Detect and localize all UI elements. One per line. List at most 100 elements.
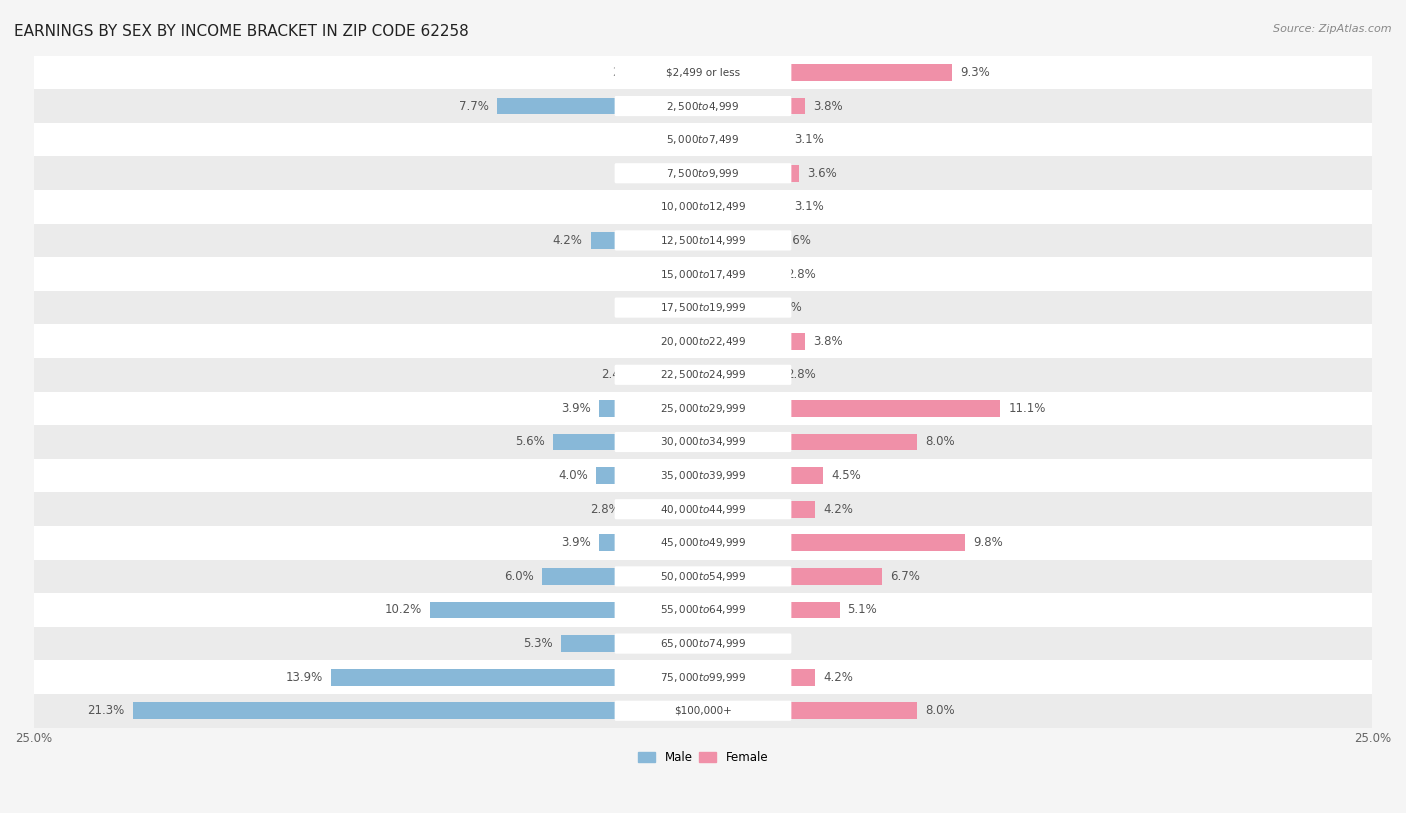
Text: 2.8%: 2.8% — [786, 368, 815, 381]
FancyBboxPatch shape — [614, 667, 792, 687]
Bar — [553, 433, 703, 450]
FancyBboxPatch shape — [614, 701, 792, 721]
Bar — [703, 266, 778, 282]
Text: 1.6%: 1.6% — [623, 335, 652, 348]
Text: $25,000 to $29,999: $25,000 to $29,999 — [659, 402, 747, 415]
Bar — [703, 602, 839, 619]
Bar — [34, 694, 1372, 728]
Bar — [34, 224, 1372, 257]
FancyBboxPatch shape — [614, 633, 792, 654]
Text: $55,000 to $64,999: $55,000 to $64,999 — [659, 603, 747, 616]
Text: 3.8%: 3.8% — [813, 335, 842, 348]
Bar — [34, 291, 1372, 324]
FancyBboxPatch shape — [614, 331, 792, 351]
Text: 4.0%: 4.0% — [558, 469, 588, 482]
FancyBboxPatch shape — [614, 533, 792, 553]
Text: $75,000 to $99,999: $75,000 to $99,999 — [659, 671, 747, 684]
Text: 2.4%: 2.4% — [600, 368, 631, 381]
Text: 2.6%: 2.6% — [780, 234, 810, 247]
Bar — [34, 324, 1372, 358]
FancyBboxPatch shape — [614, 230, 792, 250]
Bar — [703, 165, 800, 181]
Bar — [628, 501, 703, 518]
Text: 10.2%: 10.2% — [385, 603, 422, 616]
Text: $2,499 or less: $2,499 or less — [666, 67, 740, 77]
Bar — [703, 534, 966, 551]
Bar — [561, 635, 703, 652]
FancyBboxPatch shape — [614, 163, 792, 183]
Bar — [132, 702, 703, 720]
Text: 2.8%: 2.8% — [786, 267, 815, 280]
Text: 8.0%: 8.0% — [925, 704, 955, 717]
Bar — [596, 467, 703, 484]
Text: 1.3%: 1.3% — [745, 637, 776, 650]
FancyBboxPatch shape — [614, 567, 792, 586]
Bar — [543, 568, 703, 585]
Bar — [703, 501, 815, 518]
FancyBboxPatch shape — [614, 129, 792, 150]
Text: 4.5%: 4.5% — [831, 469, 862, 482]
Text: $20,000 to $22,499: $20,000 to $22,499 — [659, 335, 747, 348]
Bar — [638, 367, 703, 383]
Bar — [703, 333, 804, 350]
Text: 4.2%: 4.2% — [824, 671, 853, 684]
Text: 6.7%: 6.7% — [890, 570, 921, 583]
Bar — [703, 467, 824, 484]
Text: 3.1%: 3.1% — [794, 133, 824, 146]
Text: 1.0%: 1.0% — [638, 301, 668, 314]
Text: 1.0%: 1.0% — [638, 133, 668, 146]
Text: 0.36%: 0.36% — [648, 200, 685, 213]
Bar — [703, 299, 765, 316]
Bar — [703, 232, 773, 249]
Text: 4.2%: 4.2% — [824, 502, 853, 515]
Bar — [496, 98, 703, 115]
Text: 7.7%: 7.7% — [458, 99, 489, 112]
Text: 2.0%: 2.0% — [612, 66, 641, 79]
Text: $50,000 to $54,999: $50,000 to $54,999 — [659, 570, 747, 583]
Bar — [703, 568, 883, 585]
Text: 9.3%: 9.3% — [960, 66, 990, 79]
FancyBboxPatch shape — [614, 432, 792, 452]
Text: 11.1%: 11.1% — [1008, 402, 1046, 415]
Bar — [676, 131, 703, 148]
Text: $15,000 to $17,499: $15,000 to $17,499 — [659, 267, 747, 280]
Text: 8.0%: 8.0% — [925, 436, 955, 449]
Text: $22,500 to $24,999: $22,500 to $24,999 — [659, 368, 747, 381]
FancyBboxPatch shape — [614, 466, 792, 485]
Text: 5.3%: 5.3% — [523, 637, 553, 650]
Text: 9.8%: 9.8% — [973, 537, 1004, 550]
Text: 3.9%: 3.9% — [561, 402, 591, 415]
Bar — [703, 669, 815, 685]
Bar — [34, 89, 1372, 123]
Text: EARNINGS BY SEX BY INCOME BRACKET IN ZIP CODE 62258: EARNINGS BY SEX BY INCOME BRACKET IN ZIP… — [14, 24, 468, 39]
FancyBboxPatch shape — [614, 398, 792, 419]
Bar — [599, 400, 703, 417]
Text: 3.6%: 3.6% — [807, 167, 837, 180]
Bar — [34, 425, 1372, 459]
Bar — [34, 493, 1372, 526]
Bar — [34, 358, 1372, 392]
Bar — [703, 98, 804, 115]
FancyBboxPatch shape — [614, 365, 792, 385]
Bar — [34, 156, 1372, 190]
Bar — [703, 198, 786, 215]
Bar — [330, 669, 703, 685]
Bar — [34, 559, 1372, 593]
Text: 5.6%: 5.6% — [515, 436, 546, 449]
FancyBboxPatch shape — [614, 298, 792, 318]
Bar — [34, 123, 1372, 156]
Bar — [703, 131, 786, 148]
Text: 4.2%: 4.2% — [553, 234, 582, 247]
Text: 3.9%: 3.9% — [561, 537, 591, 550]
Bar — [34, 593, 1372, 627]
Bar — [34, 627, 1372, 660]
Bar — [34, 660, 1372, 694]
Bar — [703, 400, 1000, 417]
Legend: Male, Female: Male, Female — [633, 746, 773, 769]
Bar — [34, 257, 1372, 291]
FancyBboxPatch shape — [614, 96, 792, 116]
FancyBboxPatch shape — [614, 197, 792, 217]
Text: $40,000 to $44,999: $40,000 to $44,999 — [659, 502, 747, 515]
Bar — [661, 333, 703, 350]
Bar — [34, 392, 1372, 425]
